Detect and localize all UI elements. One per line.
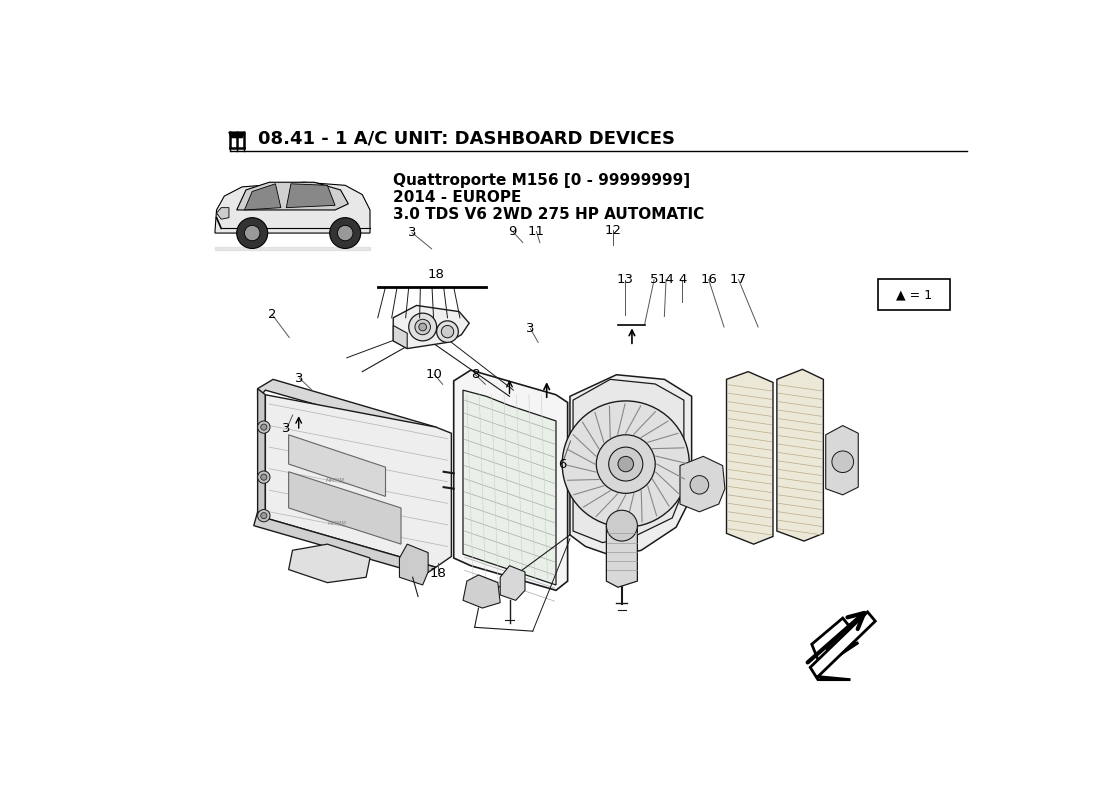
Polygon shape bbox=[236, 182, 349, 210]
Circle shape bbox=[244, 226, 260, 241]
Circle shape bbox=[338, 226, 353, 241]
Polygon shape bbox=[217, 208, 229, 219]
Polygon shape bbox=[777, 370, 824, 541]
Text: MMMM: MMMM bbox=[326, 478, 344, 483]
Text: 5: 5 bbox=[650, 273, 659, 286]
Circle shape bbox=[690, 476, 708, 494]
Circle shape bbox=[261, 474, 267, 480]
Circle shape bbox=[261, 513, 267, 518]
Polygon shape bbox=[288, 472, 402, 544]
Circle shape bbox=[330, 218, 361, 249]
Text: 14: 14 bbox=[658, 273, 674, 286]
Polygon shape bbox=[500, 566, 525, 600]
Circle shape bbox=[618, 456, 634, 472]
Text: 12: 12 bbox=[605, 224, 621, 237]
Text: 11: 11 bbox=[528, 225, 544, 238]
Text: 9: 9 bbox=[508, 225, 517, 238]
Text: 13: 13 bbox=[617, 273, 634, 286]
Polygon shape bbox=[606, 526, 637, 587]
Circle shape bbox=[236, 218, 267, 249]
Polygon shape bbox=[214, 182, 370, 233]
Text: 4: 4 bbox=[678, 273, 686, 286]
Polygon shape bbox=[453, 370, 568, 590]
Polygon shape bbox=[726, 372, 773, 544]
Polygon shape bbox=[288, 435, 385, 496]
Polygon shape bbox=[394, 326, 407, 349]
Text: 3: 3 bbox=[283, 422, 290, 435]
Circle shape bbox=[257, 510, 270, 522]
Polygon shape bbox=[265, 394, 451, 567]
Circle shape bbox=[257, 471, 270, 483]
Text: 3: 3 bbox=[408, 226, 416, 239]
Text: 2: 2 bbox=[268, 308, 276, 321]
Circle shape bbox=[261, 424, 267, 430]
Circle shape bbox=[409, 313, 437, 341]
Polygon shape bbox=[812, 618, 858, 667]
Circle shape bbox=[437, 321, 459, 342]
Circle shape bbox=[832, 451, 854, 473]
Polygon shape bbox=[811, 612, 876, 680]
Text: 08.41 - 1 A/C UNIT: DASHBOARD DEVICES: 08.41 - 1 A/C UNIT: DASHBOARD DEVICES bbox=[257, 130, 674, 147]
Circle shape bbox=[562, 401, 690, 527]
Circle shape bbox=[415, 319, 430, 334]
Circle shape bbox=[596, 435, 656, 494]
Text: 3: 3 bbox=[295, 372, 304, 385]
Polygon shape bbox=[680, 456, 725, 512]
Polygon shape bbox=[570, 374, 692, 557]
Polygon shape bbox=[463, 575, 500, 608]
Text: 17: 17 bbox=[730, 273, 747, 286]
Polygon shape bbox=[399, 544, 428, 585]
Polygon shape bbox=[244, 184, 280, 210]
Text: 2014 - EUROPE: 2014 - EUROPE bbox=[394, 190, 521, 205]
Text: 8: 8 bbox=[471, 368, 480, 381]
Circle shape bbox=[257, 421, 270, 434]
Polygon shape bbox=[394, 306, 470, 349]
FancyBboxPatch shape bbox=[879, 279, 949, 310]
Circle shape bbox=[419, 323, 427, 331]
Text: 16: 16 bbox=[701, 273, 717, 286]
Polygon shape bbox=[573, 379, 684, 542]
Text: 18: 18 bbox=[428, 268, 444, 281]
Polygon shape bbox=[826, 426, 858, 495]
Text: Quattroporte M156 [0 - 99999999]: Quattroporte M156 [0 - 99999999] bbox=[394, 174, 691, 188]
Polygon shape bbox=[257, 379, 436, 438]
Circle shape bbox=[608, 447, 642, 481]
Circle shape bbox=[441, 326, 453, 338]
Text: 3: 3 bbox=[526, 322, 535, 335]
Polygon shape bbox=[257, 389, 265, 518]
Text: 3.0 TDS V6 2WD 275 HP AUTOMATIC: 3.0 TDS V6 2WD 275 HP AUTOMATIC bbox=[394, 207, 704, 222]
Polygon shape bbox=[288, 544, 370, 582]
Circle shape bbox=[606, 510, 637, 541]
Text: 18: 18 bbox=[429, 567, 446, 580]
Text: MMMM: MMMM bbox=[328, 521, 346, 526]
Polygon shape bbox=[254, 512, 436, 575]
Polygon shape bbox=[286, 184, 336, 208]
Text: 6: 6 bbox=[558, 458, 566, 471]
Text: ▲ = 1: ▲ = 1 bbox=[896, 288, 932, 301]
Polygon shape bbox=[463, 390, 556, 585]
Text: 10: 10 bbox=[426, 368, 442, 381]
Polygon shape bbox=[229, 132, 244, 138]
